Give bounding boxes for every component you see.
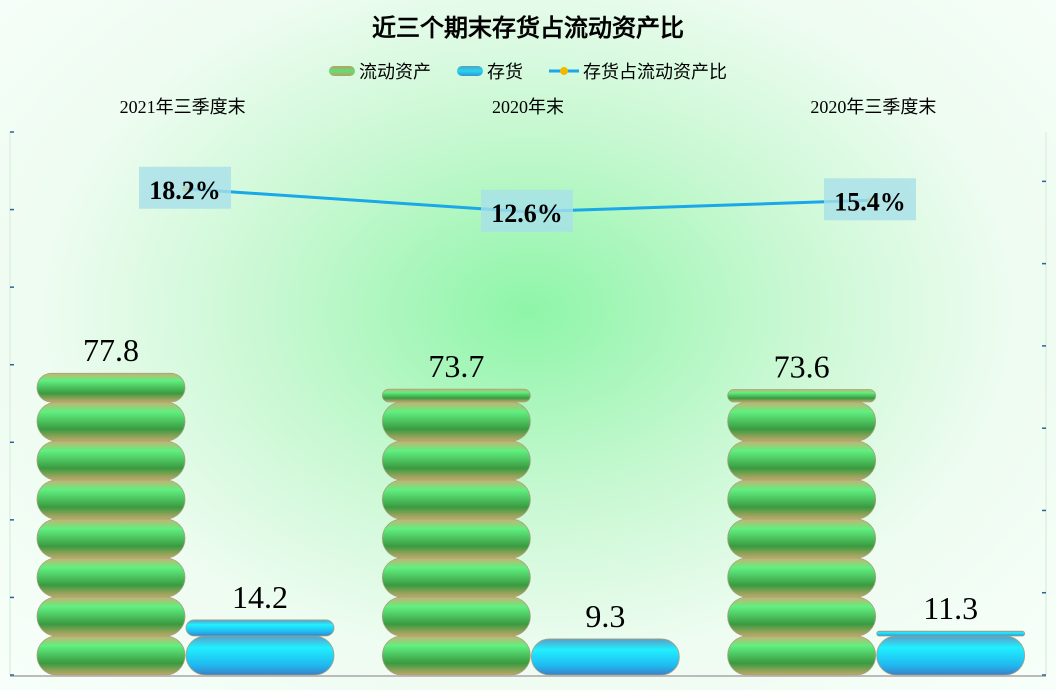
data-label-box xyxy=(139,166,231,209)
bar-segment xyxy=(36,372,186,403)
bar-segment xyxy=(876,630,1026,637)
bar-segment xyxy=(876,635,1026,676)
bar-segment xyxy=(727,440,877,481)
bar-segment xyxy=(36,401,186,442)
current-assets-bar xyxy=(36,372,186,676)
legend: 流动资产 存货 存货占流动资产比 xyxy=(0,58,1056,84)
legend-item-current-assets[interactable]: 流动资产 xyxy=(329,58,431,84)
inventory-bar xyxy=(876,630,1026,676)
data-label: 9.3 xyxy=(585,598,625,634)
data-label: 11.3 xyxy=(923,590,978,626)
ratio-data-label: 15.4% xyxy=(834,187,906,216)
bar-segment xyxy=(381,557,531,598)
bar-segment xyxy=(185,619,335,637)
bar-segment xyxy=(185,635,335,676)
bar-segment xyxy=(381,440,531,481)
bar-segment xyxy=(381,388,531,403)
data-label: 73.7 xyxy=(428,348,484,384)
inventory-bar xyxy=(185,619,335,676)
legend-swatch xyxy=(457,66,483,76)
current-assets-bar xyxy=(727,389,877,676)
ratio-data-label: 18.2% xyxy=(149,176,221,205)
bar-segment xyxy=(36,596,186,637)
bar-segment xyxy=(530,638,680,676)
bar-segment xyxy=(727,596,877,637)
category-label: 2020年三季度末 xyxy=(810,97,936,117)
legend-item-ratio[interactable]: 存货占流动资产比 xyxy=(549,58,727,84)
bar-segment xyxy=(36,557,186,598)
bar-segment xyxy=(727,401,877,442)
legend-line-marker xyxy=(549,67,579,75)
data-label: 73.6 xyxy=(774,349,830,385)
data-label: 14.2 xyxy=(232,579,288,615)
bar-segment xyxy=(36,440,186,481)
bar-segment xyxy=(381,479,531,520)
data-label-box xyxy=(481,189,573,232)
category-label: 2020年末 xyxy=(492,97,564,117)
bar-segment xyxy=(727,557,877,598)
legend-label: 存货占流动资产比 xyxy=(583,62,727,83)
ratio-data-label: 12.6% xyxy=(491,199,563,228)
inventory-bar xyxy=(530,638,680,676)
bar-segment xyxy=(381,635,531,676)
data-label: 77.8 xyxy=(83,332,139,368)
bar-segment xyxy=(36,479,186,520)
bar-segment xyxy=(36,635,186,676)
legend-label: 存货 xyxy=(487,62,523,83)
bar-segment xyxy=(727,389,877,403)
current-assets-bar xyxy=(381,388,531,676)
bar-segment xyxy=(36,518,186,559)
bar-segment xyxy=(727,635,877,676)
chart-title: 近三个期末存货占流动资产比 xyxy=(372,16,684,42)
bar-segment xyxy=(381,596,531,637)
legend-item-inventory[interactable]: 存货 xyxy=(457,58,523,84)
bar-segment xyxy=(381,401,531,442)
legend-swatch xyxy=(329,66,355,76)
data-label-box xyxy=(824,178,916,221)
legend-label: 流动资产 xyxy=(359,62,431,83)
bar-segment xyxy=(381,518,531,559)
bar-segment xyxy=(727,518,877,559)
category-label: 2021年三季度末 xyxy=(120,97,246,117)
bar-segment xyxy=(727,479,877,520)
